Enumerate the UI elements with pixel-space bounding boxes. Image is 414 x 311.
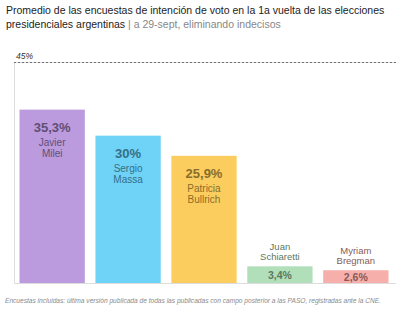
bars (20, 110, 389, 283)
bar (171, 156, 236, 283)
category-label: PatriciaBullrich (187, 183, 221, 205)
bar (20, 110, 85, 283)
data-label: 30% (115, 146, 141, 161)
labels: 35,3% JavierMilei 30% SergioMassa 25,9% Patri… (34, 120, 375, 283)
data-label: 2,6% (344, 271, 369, 283)
category-label: JuanSchiaretti (260, 241, 300, 263)
axis-line (15, 63, 397, 284)
bar (247, 266, 312, 283)
tick: 45% (14, 51, 396, 63)
category-label: MyriamBregman (337, 245, 376, 267)
category-label: SergioMassa (113, 163, 143, 185)
category-label: JavierMilei (39, 137, 66, 159)
data-label: 35,3% (34, 120, 71, 135)
data-label: 25,9% (186, 166, 223, 181)
y-axis: 45% (14, 51, 396, 284)
grid-line (14, 62, 396, 63)
caption: Encuestas incluidas: última versión publ… (5, 297, 381, 305)
tick-label: 45% (16, 51, 33, 61)
title-block: Promedio de las encuestas de intención d… (6, 4, 408, 31)
chart: 45% 35,3% JavierMilei 30% SergioMassa 25,9% Pa… (0, 0, 414, 311)
data-label: 3,4% (268, 269, 293, 281)
bar (95, 136, 160, 283)
subtitle: | a 29-sept, eliminando indecisos (128, 18, 281, 30)
bar (323, 270, 388, 283)
